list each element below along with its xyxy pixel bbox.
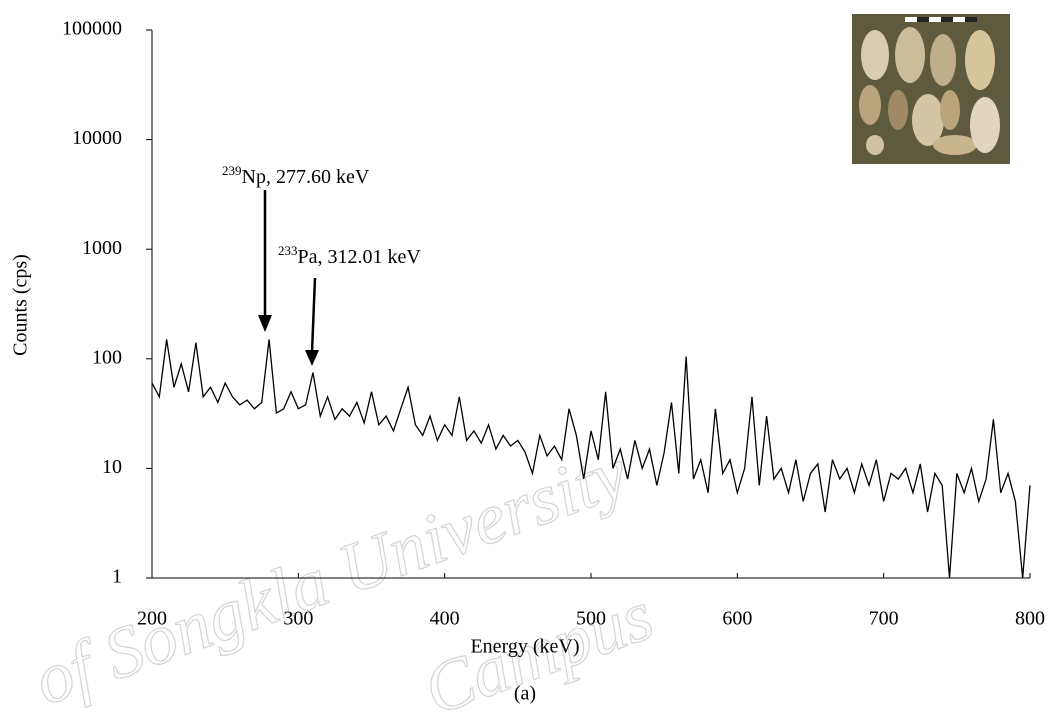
y-tick-label: 10: [102, 456, 122, 478]
x-tick-label: 600: [722, 608, 752, 630]
annotation-text: Np, 277.60 keV: [242, 166, 370, 188]
annotation-sup: 239: [222, 163, 242, 178]
y-tick-label: 10000: [72, 127, 122, 149]
caption: (a): [514, 683, 536, 705]
annotation-text: Pa, 312.01 keV: [298, 246, 422, 268]
x-tick-label: 700: [869, 608, 899, 630]
x-axis-label: Energy (keV): [470, 636, 579, 658]
annotation: 233Pa, 312.01 keV: [278, 243, 421, 268]
y-tick-label: 1: [112, 566, 122, 588]
y-tick-label: 100: [92, 346, 122, 368]
x-tick-label: 200: [137, 608, 167, 630]
annotation: 239Np, 277.60 keV: [222, 163, 370, 188]
y-tick-label: 100000: [62, 18, 122, 40]
spectrum-line: [151, 339, 1031, 579]
inset-photo: [852, 14, 1010, 164]
arrow: [305, 277, 319, 366]
x-tick-label: 300: [283, 608, 313, 630]
y-axis-label: Counts (cps): [10, 254, 32, 356]
annotation-sup: 233: [278, 243, 298, 258]
x-tick-label: 400: [430, 608, 460, 630]
arrow: [258, 190, 272, 332]
x-tick-label: 500: [576, 608, 606, 630]
x-tick-label: 800: [1015, 608, 1045, 630]
y-tick-label: 1000: [82, 237, 122, 259]
